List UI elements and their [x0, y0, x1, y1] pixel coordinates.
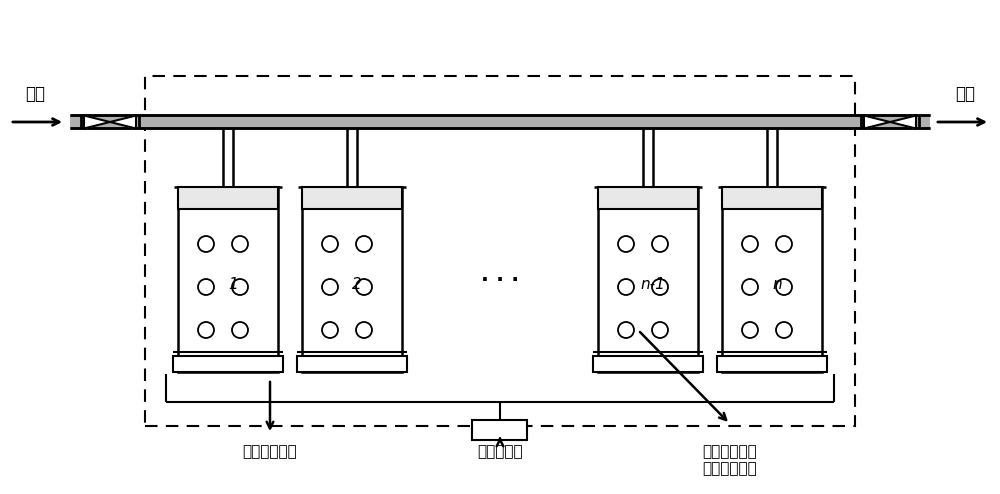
- Text: 变压器干燥罐
中的除水材料: 变压器干燥罐 中的除水材料: [703, 444, 757, 476]
- Bar: [717, 356, 827, 372]
- Bar: [70, 116, 930, 128]
- Circle shape: [618, 279, 634, 295]
- Circle shape: [232, 236, 248, 252]
- Text: 测重传感器: 测重传感器: [477, 444, 523, 459]
- Circle shape: [322, 236, 338, 252]
- Circle shape: [198, 322, 214, 338]
- Circle shape: [742, 279, 758, 295]
- Text: 变压器干燥罐: 变压器干燥罐: [243, 444, 297, 459]
- Text: n-1: n-1: [641, 277, 665, 292]
- Text: 出油: 出油: [955, 85, 975, 103]
- Bar: [173, 356, 283, 372]
- Text: 1: 1: [228, 277, 238, 292]
- Circle shape: [652, 322, 668, 338]
- Circle shape: [652, 279, 668, 295]
- Circle shape: [198, 236, 214, 252]
- Bar: [598, 187, 698, 372]
- Text: 2: 2: [352, 277, 362, 292]
- Circle shape: [618, 322, 634, 338]
- Text: · · ·: · · ·: [481, 270, 519, 289]
- Polygon shape: [890, 116, 916, 128]
- Bar: [178, 187, 278, 372]
- Bar: [178, 187, 278, 209]
- Circle shape: [742, 322, 758, 338]
- Circle shape: [232, 322, 248, 338]
- Circle shape: [776, 236, 792, 252]
- Circle shape: [618, 236, 634, 252]
- Circle shape: [232, 279, 248, 295]
- Text: 进油: 进油: [25, 85, 45, 103]
- Circle shape: [198, 279, 214, 295]
- Circle shape: [356, 322, 372, 338]
- Circle shape: [356, 279, 372, 295]
- Bar: [593, 356, 703, 372]
- Polygon shape: [864, 116, 890, 128]
- Circle shape: [776, 322, 792, 338]
- Text: n: n: [772, 277, 782, 292]
- Bar: [302, 187, 402, 209]
- Polygon shape: [84, 116, 110, 128]
- Circle shape: [322, 279, 338, 295]
- Circle shape: [356, 236, 372, 252]
- Polygon shape: [110, 116, 136, 128]
- Bar: [297, 356, 407, 372]
- Bar: [598, 187, 698, 209]
- Bar: [145, 76, 855, 426]
- Circle shape: [652, 236, 668, 252]
- Bar: [722, 187, 822, 372]
- Circle shape: [322, 322, 338, 338]
- Circle shape: [742, 236, 758, 252]
- Circle shape: [776, 279, 792, 295]
- Bar: [302, 187, 402, 372]
- Bar: [722, 187, 822, 209]
- Bar: [472, 420, 527, 440]
